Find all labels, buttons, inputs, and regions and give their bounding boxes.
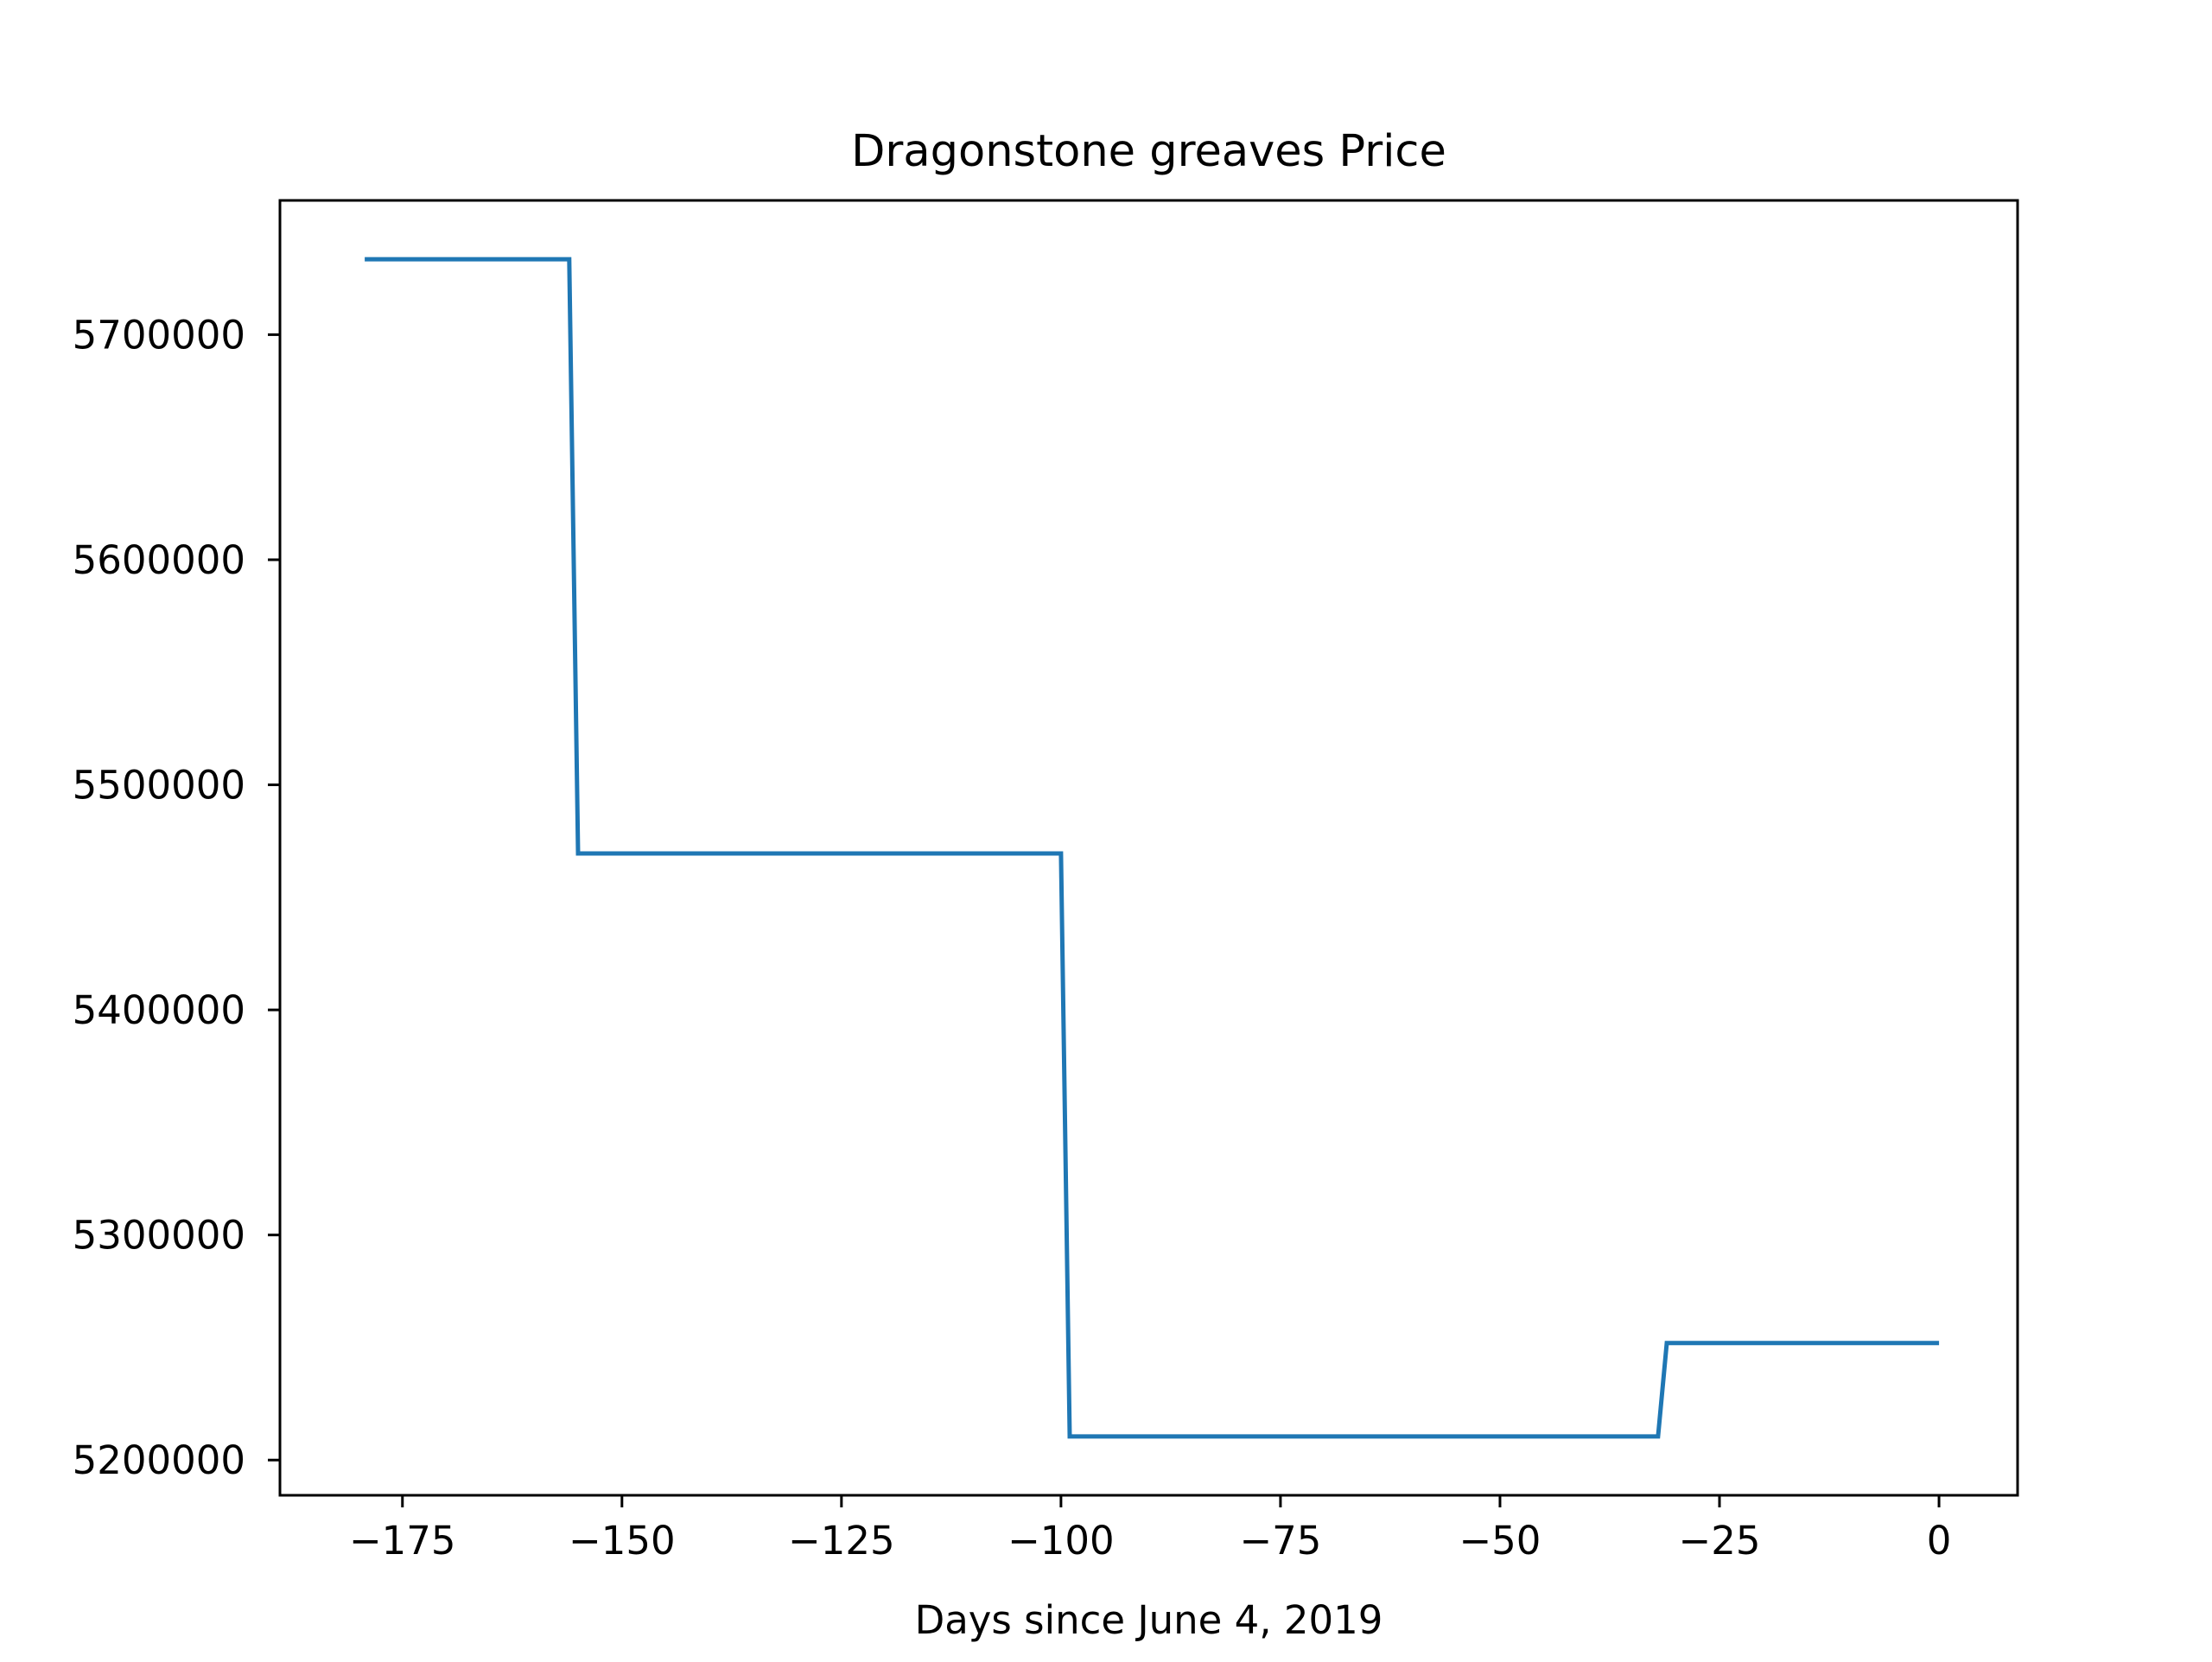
y-tick-label: 5300000: [73, 1213, 245, 1259]
x-tick-label: −125: [788, 1518, 895, 1564]
x-tick-label: −100: [1007, 1518, 1115, 1564]
x-tick-label: −50: [1459, 1518, 1541, 1564]
y-tick-label: 5400000: [73, 987, 245, 1033]
series-line-1: [365, 257, 1940, 1439]
y-tick-label: 5200000: [73, 1437, 245, 1483]
chart-title: Dragonstone greaves Price: [851, 126, 1446, 177]
x-tick-label: −75: [1239, 1518, 1321, 1564]
y-axis: 5200000 5300000 5400000 5500000 5600000 57000…: [73, 312, 280, 1483]
series-layer: [365, 257, 1940, 1439]
x-tick-label: −175: [349, 1518, 456, 1564]
x-axis-label: Days since June 4, 2019: [915, 1597, 1383, 1643]
plot-frame: [278, 199, 2019, 1497]
x-axis: −175 −150 −125 −100 −75 −50 −25 0: [349, 1495, 1951, 1564]
x-tick-label: −25: [1679, 1518, 1761, 1564]
y-tick-label: 5500000: [73, 763, 245, 809]
x-tick-label: −150: [569, 1518, 676, 1564]
x-tick-label: 0: [1927, 1518, 1952, 1564]
y-tick-label: 5600000: [73, 537, 245, 583]
y-tick-label: 5700000: [73, 312, 245, 358]
